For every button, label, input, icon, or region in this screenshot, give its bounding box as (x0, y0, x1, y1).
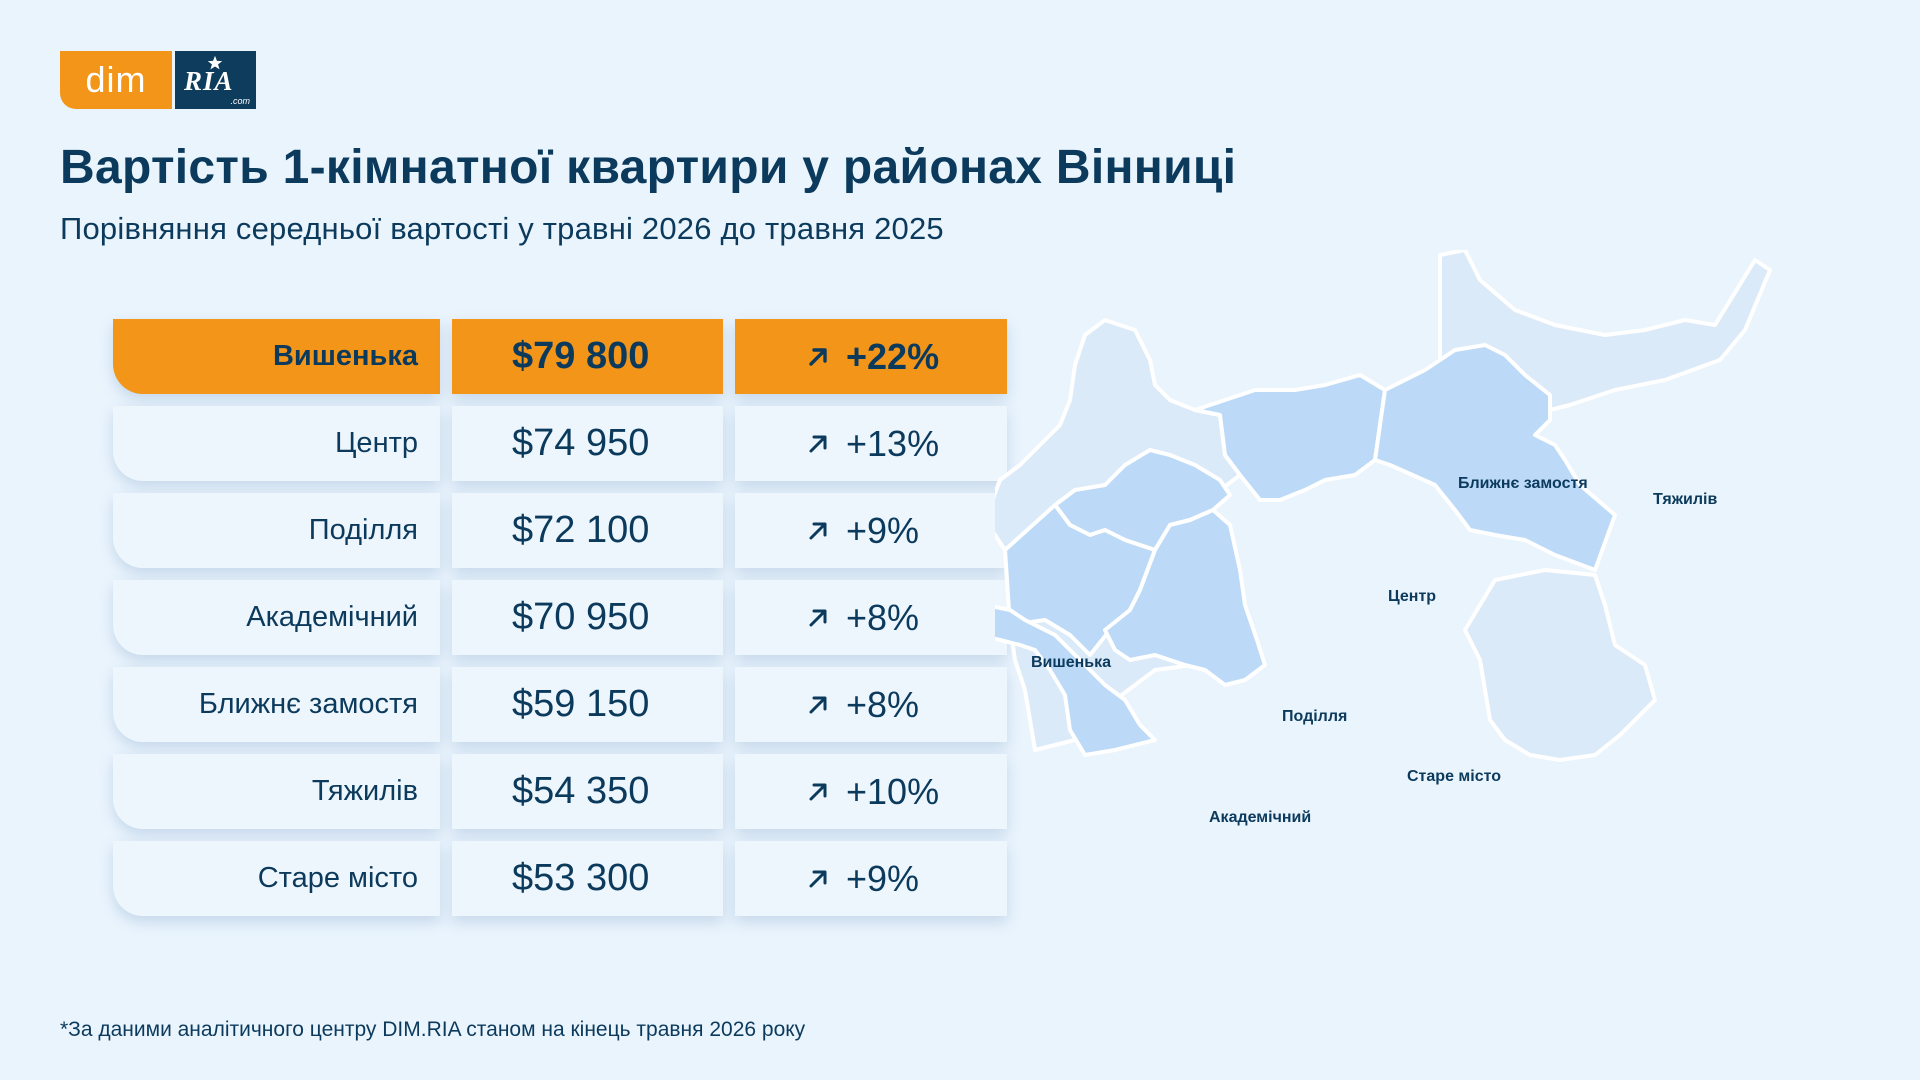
district-name: Центр (334, 427, 418, 459)
change-value: +10% (846, 770, 940, 812)
price-value: $59 150 (512, 683, 650, 725)
map-area-tiazhyliv (1373, 343, 1617, 572)
map-label-podillia: Поділля (1282, 708, 1347, 725)
ria-logo: RIA .com (175, 51, 256, 109)
change-cell: +8% (735, 667, 1007, 742)
district-map: Ближнє замостя Тяжилів Центр Поділля Ста… (995, 250, 1772, 826)
arrow-up-right-icon (809, 435, 827, 452)
district-name: Тяжилів (311, 775, 418, 807)
arrow-up-right-icon (809, 870, 827, 887)
table-row: Ближнє замостя $59 150 +8% (113, 667, 1007, 742)
map-label-vyshenka: Вишенька (1031, 654, 1111, 671)
page-title: Вартість 1-кімнатної квартири у районах … (60, 141, 1237, 194)
arrow-up-right-icon (809, 609, 827, 626)
table-row: Вишенька $79 800 +22% (113, 319, 1007, 394)
change-cell: +13% (735, 406, 1007, 481)
price-cell: $72 100 (452, 493, 723, 568)
table-row: Поділля $72 100 +9% (113, 493, 1007, 568)
map-label-tsentr: Центр (1388, 588, 1436, 605)
star-icon (207, 55, 223, 70)
district-name-cell: Ближнє замостя (113, 667, 440, 742)
change-value: +8% (846, 683, 920, 725)
district-name-cell: Центр (113, 406, 440, 481)
map-label-akademichnyi: Академічний (1209, 809, 1311, 826)
map-area-akademichnyi (995, 604, 1157, 757)
district-name: Поділля (308, 514, 418, 546)
arrow-up-right-icon (809, 347, 827, 366)
dim-logo: dim (60, 51, 172, 109)
change-value: +8% (846, 596, 920, 638)
arrow-up-right-icon (809, 696, 827, 713)
price-cell: $59 150 (452, 667, 723, 742)
price-value: $72 100 (512, 509, 650, 551)
price-cell: $70 950 (452, 580, 723, 655)
map-area-southeast (1463, 568, 1657, 762)
district-name-cell: Академічний (113, 580, 440, 655)
district-name: Ближнє замостя (198, 688, 418, 720)
price-value: $79 800 (512, 335, 650, 377)
change-value: +9% (846, 857, 920, 899)
district-name: Вишенька (272, 340, 418, 372)
change-cell: +22% (735, 319, 1007, 394)
map-label-blyzhne-zamostia: Ближнє замостя (1458, 475, 1588, 492)
district-name: Старе місто (257, 862, 418, 894)
table-row: Старе місто $53 300 +9% (113, 841, 1007, 916)
table-row: Центр $74 950 +13% (113, 406, 1007, 481)
table-row: Тяжилів $54 350 +10% (113, 754, 1007, 829)
arrow-up-right-icon (809, 522, 827, 539)
district-name: Академічний (246, 601, 418, 633)
change-cell: +8% (735, 580, 1007, 655)
price-cell: $54 350 (452, 754, 723, 829)
price-cell: $79 800 (452, 319, 723, 394)
page-subtitle: Порівняння середньої вартості у травні 2… (60, 211, 944, 246)
dim-logo-text: dim (85, 59, 147, 100)
map-area-blyzhne-zamostia (1193, 373, 1387, 502)
change-value: +9% (846, 509, 920, 551)
price-value: $54 350 (512, 770, 650, 812)
change-cell: +10% (735, 754, 1007, 829)
arrow-up-right-icon (809, 783, 827, 800)
price-cell: $74 950 (452, 406, 723, 481)
table-row: Академічний $70 950 +8% (113, 580, 1007, 655)
map-label-stare-misto: Старе місто (1407, 768, 1501, 785)
price-value: $53 300 (512, 857, 650, 899)
district-name-cell: Вишенька (113, 319, 440, 394)
price-cell: $53 300 (452, 841, 723, 916)
change-value: +22% (846, 335, 940, 377)
change-cell: +9% (735, 493, 1007, 568)
change-cell: +9% (735, 841, 1007, 916)
ria-logo-text: RIA (184, 66, 234, 96)
district-name-cell: Тяжилів (113, 754, 440, 829)
price-value: $70 950 (512, 596, 650, 638)
map-area-stare-misto (1103, 508, 1267, 687)
price-value: $74 950 (512, 422, 650, 464)
logo: dim RIA .com (60, 51, 256, 109)
ria-logo-com: .com (230, 96, 250, 106)
footnote: *За даними аналітичного центру DIM.RIA с… (60, 1018, 806, 1041)
district-name-cell: Поділля (113, 493, 440, 568)
map-label-tiazhyliv: Тяжилів (1653, 491, 1718, 508)
district-name-cell: Старе місто (113, 841, 440, 916)
change-value: +13% (846, 422, 940, 464)
